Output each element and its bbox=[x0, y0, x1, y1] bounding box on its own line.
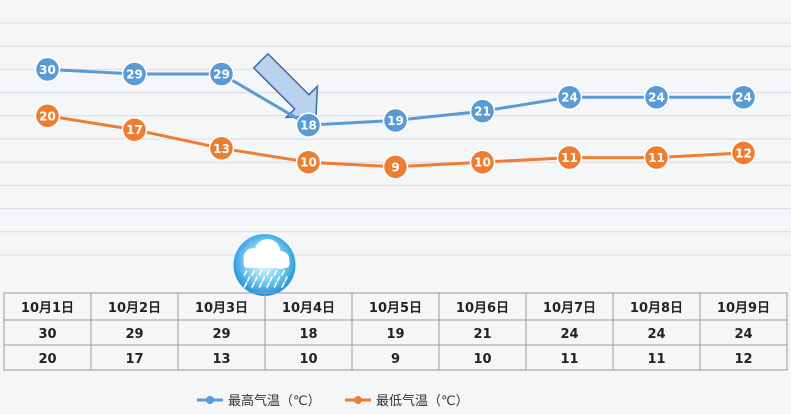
data-point-high: 30 bbox=[34, 56, 61, 83]
data-point-high: 24 bbox=[730, 84, 757, 110]
x-tick-label: 10月8日 bbox=[630, 301, 683, 316]
x-tick-label: 10月1日 bbox=[21, 301, 74, 316]
data-label: 19 bbox=[387, 114, 404, 128]
x-tick-label: 10月4日 bbox=[282, 301, 335, 316]
rain-cloud-icon bbox=[233, 234, 296, 296]
data-label: 24 bbox=[735, 91, 752, 105]
table-cell-high: 29 bbox=[125, 327, 143, 342]
data-label: 17 bbox=[126, 123, 143, 137]
table-cell-low: 11 bbox=[647, 352, 665, 367]
data-label: 12 bbox=[735, 146, 752, 160]
data-point-low: 11 bbox=[643, 144, 670, 171]
data-point-low: 13 bbox=[208, 135, 235, 162]
data-label: 10 bbox=[474, 156, 491, 170]
data-point-low: 12 bbox=[730, 140, 757, 166]
data-label: 13 bbox=[213, 142, 230, 156]
table-cell-high: 24 bbox=[647, 327, 665, 342]
data-point-low: 9 bbox=[382, 154, 409, 180]
data-point-low: 11 bbox=[556, 144, 583, 171]
data-label: 10 bbox=[300, 156, 317, 170]
x-tick-label: 10月7日 bbox=[543, 301, 596, 316]
legend-label: 最低气温（℃） bbox=[376, 393, 469, 409]
legend-item-low: 最低气温（℃） bbox=[345, 393, 469, 409]
data-point-high: 21 bbox=[469, 98, 496, 124]
table-border bbox=[3, 292, 788, 371]
table-cell-high: 19 bbox=[386, 327, 404, 342]
legend: 最高气温（℃） 最低气温（℃） bbox=[197, 393, 469, 409]
table-cell-low: 20 bbox=[38, 352, 56, 367]
data-point-high: 29 bbox=[208, 61, 235, 87]
table-cell-high: 24 bbox=[734, 327, 752, 342]
legend-label: 最高气温（℃） bbox=[228, 393, 321, 409]
x-tick-label: 10月3日 bbox=[195, 301, 248, 316]
data-label: 20 bbox=[39, 109, 56, 123]
data-point-low: 17 bbox=[121, 116, 148, 143]
table-cell-low: 13 bbox=[212, 352, 230, 367]
data-point-high: 18 bbox=[295, 112, 322, 138]
table-cell-high: 29 bbox=[212, 327, 230, 342]
x-tick-label: 10月9日 bbox=[717, 301, 770, 316]
x-tick-label: 10月5日 bbox=[369, 301, 422, 316]
data-label: 29 bbox=[213, 68, 230, 82]
data-table: 10月1日 10月2日 10月3日 10月4日 10月5日 10月6日 10月7日 10月8日… bbox=[3, 292, 788, 371]
data-point-low: 10 bbox=[469, 149, 496, 175]
data-label: 11 bbox=[561, 151, 578, 165]
table-cell-low: 17 bbox=[125, 352, 143, 367]
data-label: 30 bbox=[39, 63, 56, 77]
data-label: 11 bbox=[648, 151, 665, 165]
table-cell-high: 21 bbox=[473, 327, 491, 342]
data-point-high: 24 bbox=[556, 84, 583, 110]
data-point-high: 29 bbox=[121, 61, 148, 87]
table-cell-low: 10 bbox=[473, 352, 491, 367]
table-cell-low: 10 bbox=[299, 352, 317, 367]
data-label: 24 bbox=[561, 91, 578, 105]
data-label: 29 bbox=[126, 68, 143, 82]
data-label: 24 bbox=[648, 91, 665, 105]
data-point-high: 24 bbox=[643, 84, 670, 110]
table-cell-low: 12 bbox=[734, 352, 752, 367]
table-cell-low: 9 bbox=[391, 352, 400, 367]
data-label: 9 bbox=[391, 160, 399, 174]
data-points: 30 29 29 18 19 21 24 24 24 20 17 13 10 9 10 11 11 12 bbox=[34, 56, 757, 180]
table-cell-low: 11 bbox=[560, 352, 578, 367]
x-tick-label: 10月2日 bbox=[108, 301, 161, 316]
data-point-low: 20 bbox=[34, 103, 61, 129]
data-label: 21 bbox=[474, 105, 491, 119]
data-label: 18 bbox=[300, 119, 317, 133]
table-cell-high: 24 bbox=[560, 327, 578, 342]
x-tick-label: 10月6日 bbox=[456, 301, 509, 316]
data-point-low: 10 bbox=[295, 149, 322, 175]
table-cell-high: 30 bbox=[38, 327, 56, 342]
legend-item-high: 最高气温（℃） bbox=[197, 393, 321, 409]
table-cell-high: 18 bbox=[299, 327, 317, 342]
decorations bbox=[233, 52, 319, 296]
gridlines bbox=[0, 22, 791, 256]
down-arrow-icon bbox=[252, 52, 319, 119]
data-point-high: 19 bbox=[382, 107, 409, 134]
